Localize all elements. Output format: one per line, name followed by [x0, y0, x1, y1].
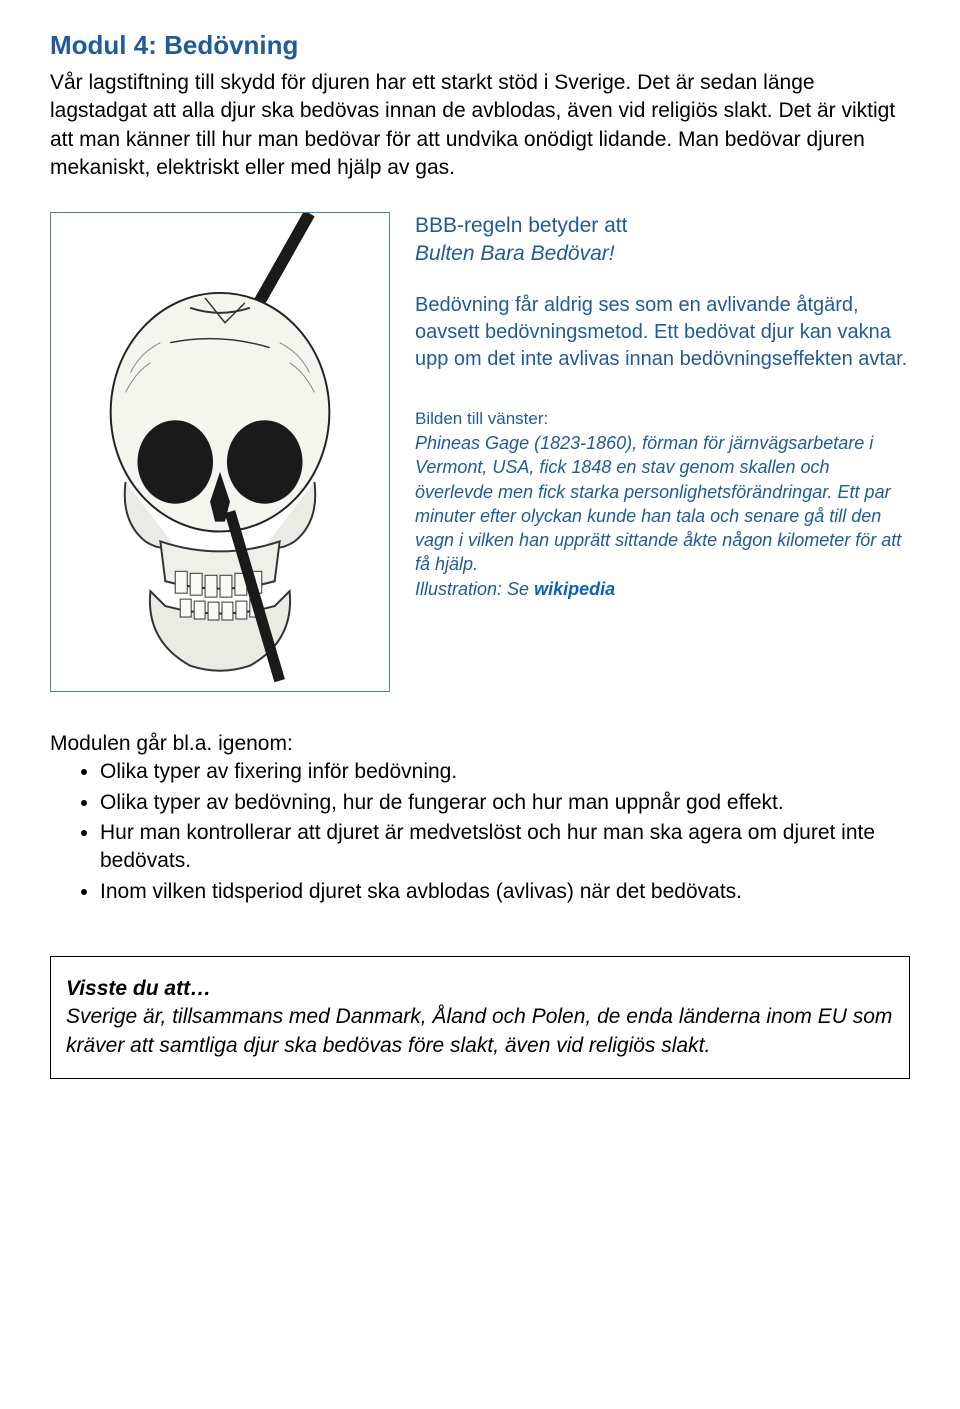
stunning-warning-paragraph: Bedövning får aldrig ses som en avlivand… [415, 292, 910, 373]
caption-intro: Bilden till vänster: [415, 408, 910, 431]
bbb-rule-heading: BBB-regeln betyder att Bulten Bara Bedöv… [415, 212, 910, 267]
did-you-know-box: Visste du att… Sverige är, tillsammans m… [50, 956, 910, 1079]
bbb-line2: Bulten Bara Bedövar! [415, 242, 615, 265]
callout-title: Visste du att… [66, 977, 211, 1000]
bbb-line1: BBB-regeln betyder att [415, 214, 627, 237]
skull-illustration [51, 213, 389, 691]
callout-text: Sverige är, tillsammans med Danmark, Åla… [66, 1005, 892, 1056]
intro-paragraph: Vår lagstiftning till skydd för djuren h… [50, 69, 910, 182]
module-covers-heading: Modulen går bl.a. igenom: [50, 732, 910, 756]
page-title: Modul 4: Bedövning [50, 30, 910, 61]
content-row: BBB-regeln betyder att Bulten Bara Bedöv… [50, 212, 910, 692]
wikipedia-link[interactable]: wikipedia [534, 579, 615, 599]
list-item: Hur man kontrollerar att djuret är medve… [100, 819, 910, 876]
module-bullet-list: Olika typer av fixering inför bedövning.… [50, 758, 910, 906]
list-item: Olika typer av bedövning, hur de fungera… [100, 789, 910, 817]
image-caption: Bilden till vänster: Phineas Gage (1823-… [415, 408, 910, 601]
list-item: Olika typer av fixering inför bedövning. [100, 758, 910, 786]
caption-illustration-label: Illustration: Se [415, 579, 534, 599]
skull-image [50, 212, 390, 692]
caption-body: Phineas Gage (1823-1860), förman för jär… [415, 433, 901, 574]
side-text-column: BBB-regeln betyder att Bulten Bara Bedöv… [415, 212, 910, 692]
list-item: Inom vilken tidsperiod djuret ska avblod… [100, 878, 910, 906]
